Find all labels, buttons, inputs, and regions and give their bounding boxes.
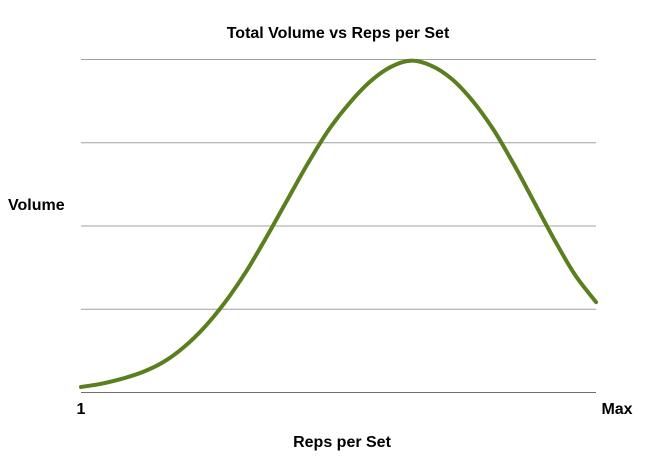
gridlines (81, 59, 596, 310)
x-axis-label: Reps per Set (293, 434, 391, 451)
x-tick-label-max: Max (601, 401, 632, 418)
chart-title: Total Volume vs Reps per Set (227, 25, 450, 42)
x-tick-label-min: 1 (77, 401, 86, 418)
y-axis-label: Volume (8, 197, 65, 214)
series-line-volume (79, 58, 598, 389)
